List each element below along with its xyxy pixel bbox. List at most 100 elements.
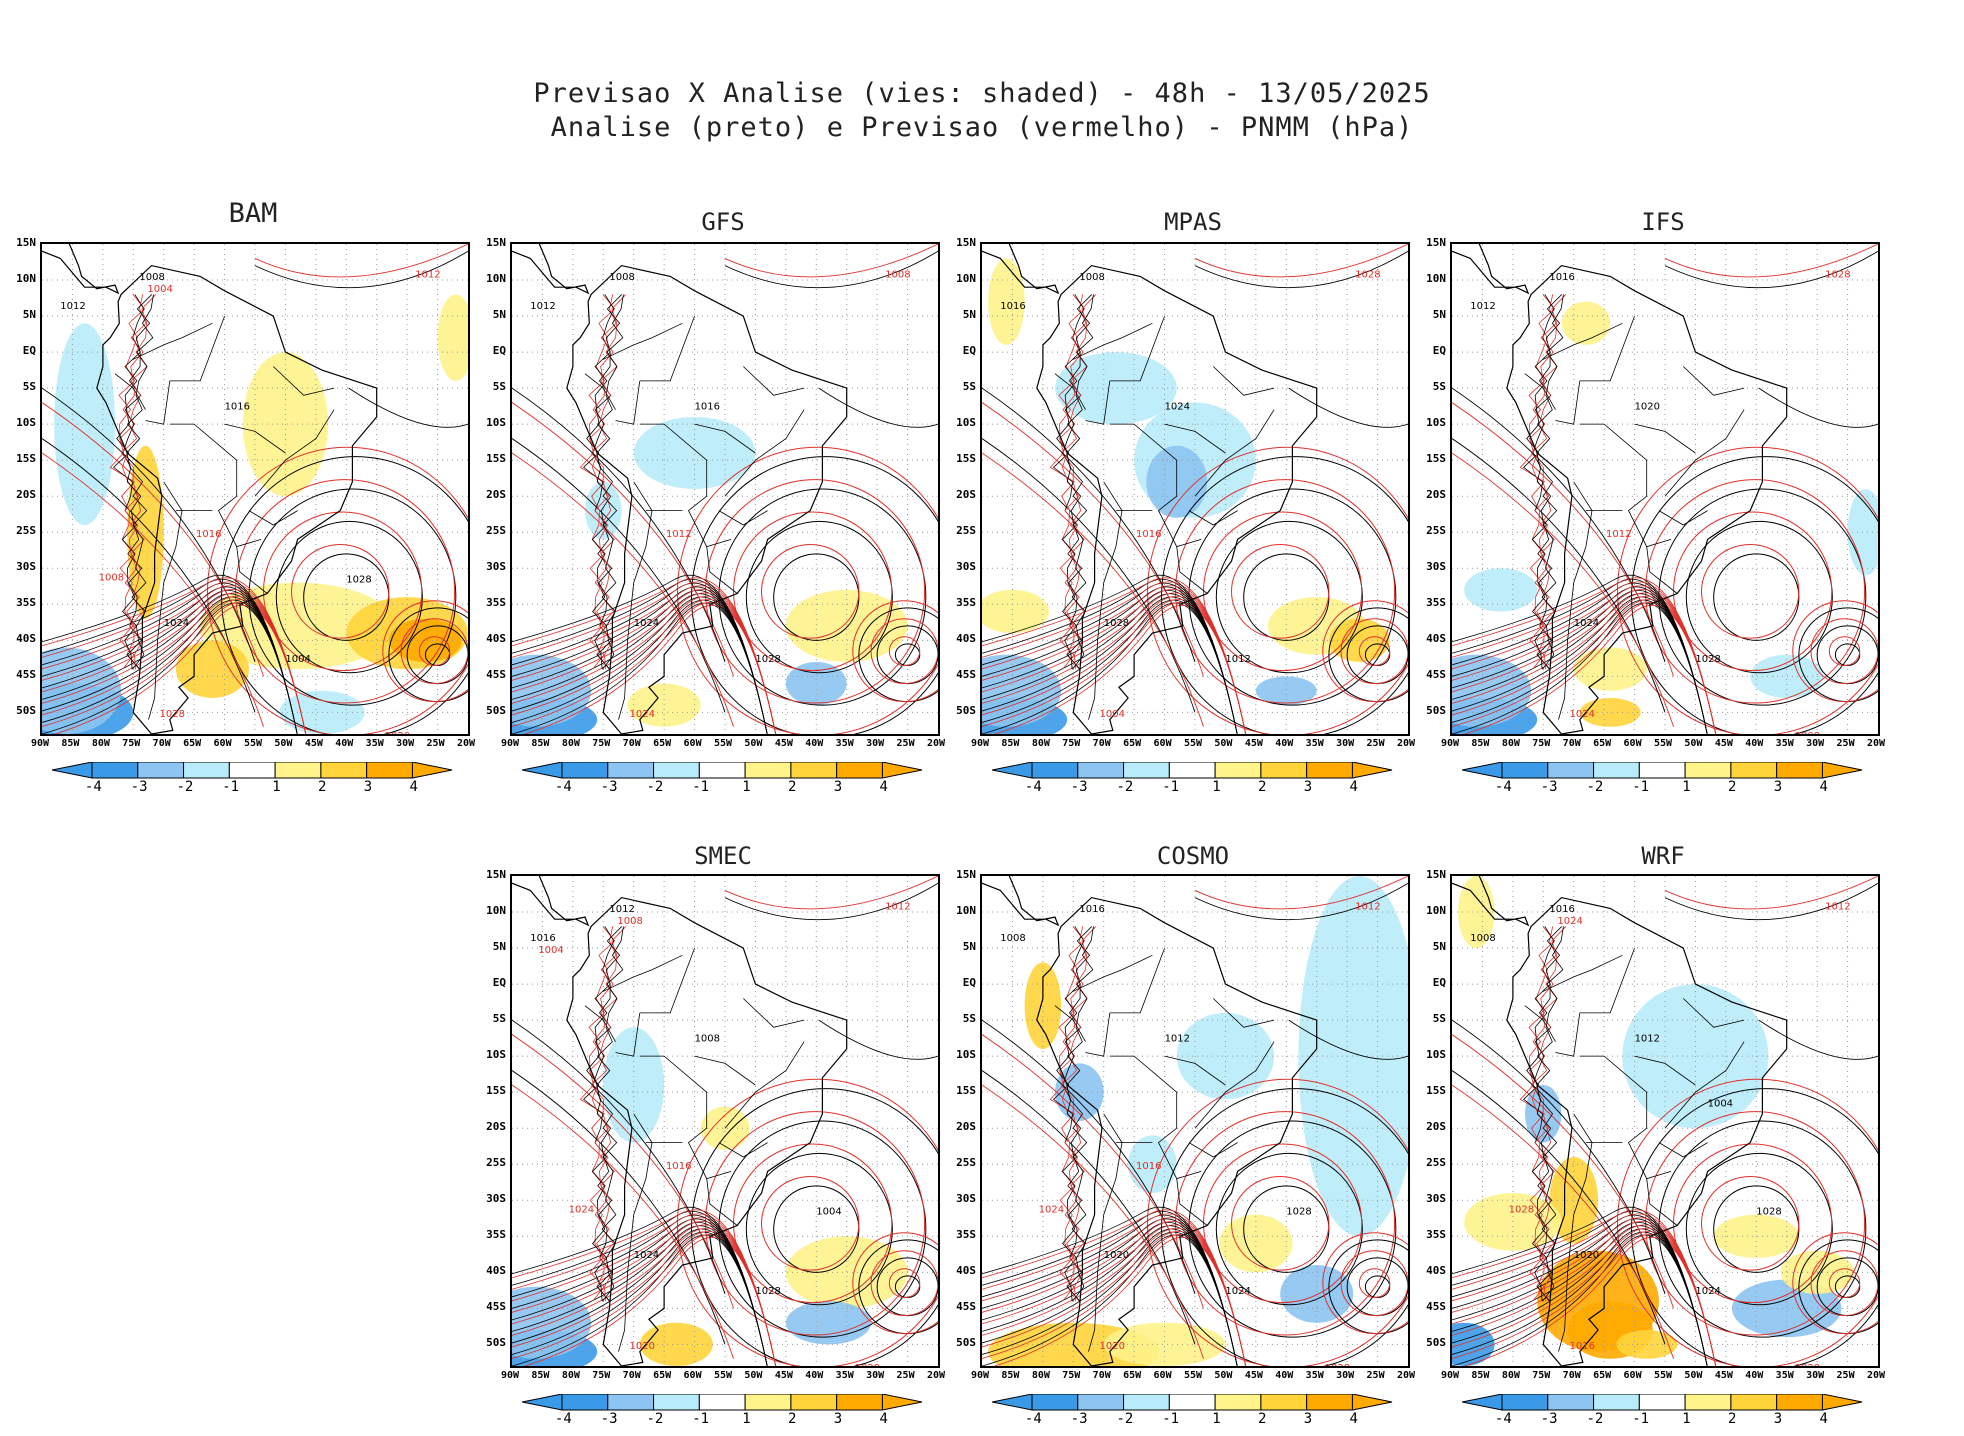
panel-title-mpas: MPAS (1164, 208, 1222, 236)
country-border (1555, 1012, 1581, 1057)
lon-tick-label: 55W (1653, 738, 1673, 749)
forecast-isobar (512, 1209, 777, 1366)
analysis-isobar (348, 387, 468, 428)
colorbar-arrow-left (522, 762, 563, 779)
lon-tick-label: 80W (561, 738, 580, 749)
analysis-isobar (982, 387, 1196, 663)
forecast-isobar-label: 1004 (147, 284, 172, 295)
lat-tick-label: 5S (22, 380, 36, 394)
lon-tick-label: 90W (1440, 1370, 1460, 1381)
forecast-isobar (761, 543, 860, 639)
colorbar-tick-label: 3 (1303, 779, 1313, 795)
lon-tick-label: 40W (1745, 738, 1764, 749)
lon-tick-label: 85W (531, 738, 550, 749)
forecast-isobar (579, 926, 616, 1302)
forecast-isobar (1452, 452, 1674, 727)
forecast-isobar-label: 1016 (1136, 529, 1161, 540)
forecast-isobar-label: 1028 (160, 709, 185, 720)
analysis-isobar (1631, 456, 1878, 734)
lat-tick-label: 45S (956, 1300, 976, 1314)
forecast-isobar (1617, 446, 1878, 734)
coastline (1506, 896, 1788, 1366)
colorbar-arrow-right (1821, 1394, 1863, 1411)
forecast-isobar (1147, 446, 1408, 734)
bias-shading (785, 1301, 872, 1345)
forecast-isobar (207, 446, 468, 734)
forecast-isobar-label: 1028 (1825, 270, 1850, 281)
analysis-isobar (1215, 1152, 1363, 1306)
bias-shading (1579, 697, 1641, 727)
coastline (96, 264, 378, 734)
lon-tick-label: 55W (1183, 738, 1203, 749)
country-border (1664, 409, 1745, 497)
lon-tick-label: 45W (304, 738, 323, 749)
colorbar-segment (1593, 762, 1640, 779)
lon-tick-label: 55W (713, 738, 733, 749)
lat-tick-label: 35S (486, 1228, 506, 1242)
forecast-isobar (291, 543, 390, 639)
analysis-isobar (42, 438, 256, 713)
colorbar-arrow-left (1462, 762, 1503, 779)
forecast-isobar-label: 1012 (885, 902, 910, 913)
colorbar-tick-label: 1 (742, 779, 751, 795)
panel-title-smec: SMEC (694, 842, 752, 870)
analysis-isobar (1536, 294, 1564, 670)
analysis-isobar (512, 1206, 768, 1366)
lat-tick-label: 25S (956, 1156, 976, 1170)
forecast-isobar (1664, 876, 1878, 910)
colorbar-segment (1260, 1394, 1308, 1411)
forecast-isobar (1194, 244, 1408, 278)
lon-tick-label: 20W (1396, 738, 1416, 749)
colorbar-segment (1031, 762, 1079, 779)
analysis-isobar (512, 574, 768, 734)
lat-tick-label: 10S (1426, 1048, 1446, 1062)
country-border (584, 1005, 616, 1042)
country-border (639, 423, 732, 548)
analysis-isobar (691, 456, 938, 734)
colorbar-tick-label: 3 (1773, 779, 1783, 795)
analysis-isobar-label: 1008 (1079, 272, 1104, 283)
lat-tick-label: 10N (1426, 272, 1446, 286)
lat-tick-label: 10N (1426, 904, 1446, 918)
map-panel-cosmo: 1016 1008 1012 1020 1024 1028 1016 1012 1020 1028… (980, 874, 1410, 1368)
analysis-isobar-label: 1016 (530, 933, 555, 944)
analysis-isobar-label: 1024 (1165, 402, 1190, 413)
colorbar-tick-label: 2 (1258, 779, 1267, 795)
colorbar-arrow-right (1821, 762, 1863, 779)
lon-tick-label: 65W (1593, 738, 1612, 749)
bias-shading (1219, 1214, 1293, 1273)
coastline (1036, 896, 1318, 1366)
analysis-isobar-label: 1012 (1470, 301, 1495, 312)
forecast-isobar (42, 402, 264, 677)
lon-tick-label: 20W (926, 738, 946, 749)
colorbar-tick-label: 3 (833, 779, 843, 795)
analysis-isobar (1053, 294, 1085, 670)
coastline (1506, 264, 1788, 734)
forecast-isobar (1828, 636, 1861, 667)
analysis-isobar (1758, 1019, 1878, 1060)
lon-tick-label: 20W (1396, 1370, 1416, 1381)
forecast-isobar-label: 1012 (1355, 902, 1380, 913)
colorbar-tick-label: -4 (554, 779, 572, 795)
forecast-isobar (1701, 1175, 1800, 1271)
colorbar-segment (607, 762, 655, 779)
lat-tick-label: 15S (16, 452, 36, 466)
colorbar-segment (790, 1394, 838, 1411)
analysis-isobar-label: 1008 (1470, 933, 1495, 944)
forecast-isobar-label: 1024 (1570, 709, 1595, 720)
country-border (1524, 373, 1556, 410)
forecast-isobar (1322, 600, 1408, 703)
forecast-isobar (590, 926, 627, 1302)
bias-shading (585, 481, 622, 540)
country-border (1579, 423, 1672, 548)
lat-tick-label: 5S (492, 1012, 506, 1026)
colorbar-segment (1776, 1394, 1823, 1411)
lon-tick-label: 45W (1244, 738, 1263, 749)
forecast-isobar-label: 1024 (1557, 916, 1582, 927)
analysis-isobar (583, 294, 615, 670)
country-border (114, 373, 146, 410)
lat-tick-label: 50S (956, 704, 976, 718)
figure-title-line1: Previsao X Analise (vies: shaded) - 48h … (533, 78, 1431, 109)
map-panel-gfs: 100810121016102410281016101210081024 (510, 242, 940, 736)
forecast-isobar (1452, 577, 1717, 734)
